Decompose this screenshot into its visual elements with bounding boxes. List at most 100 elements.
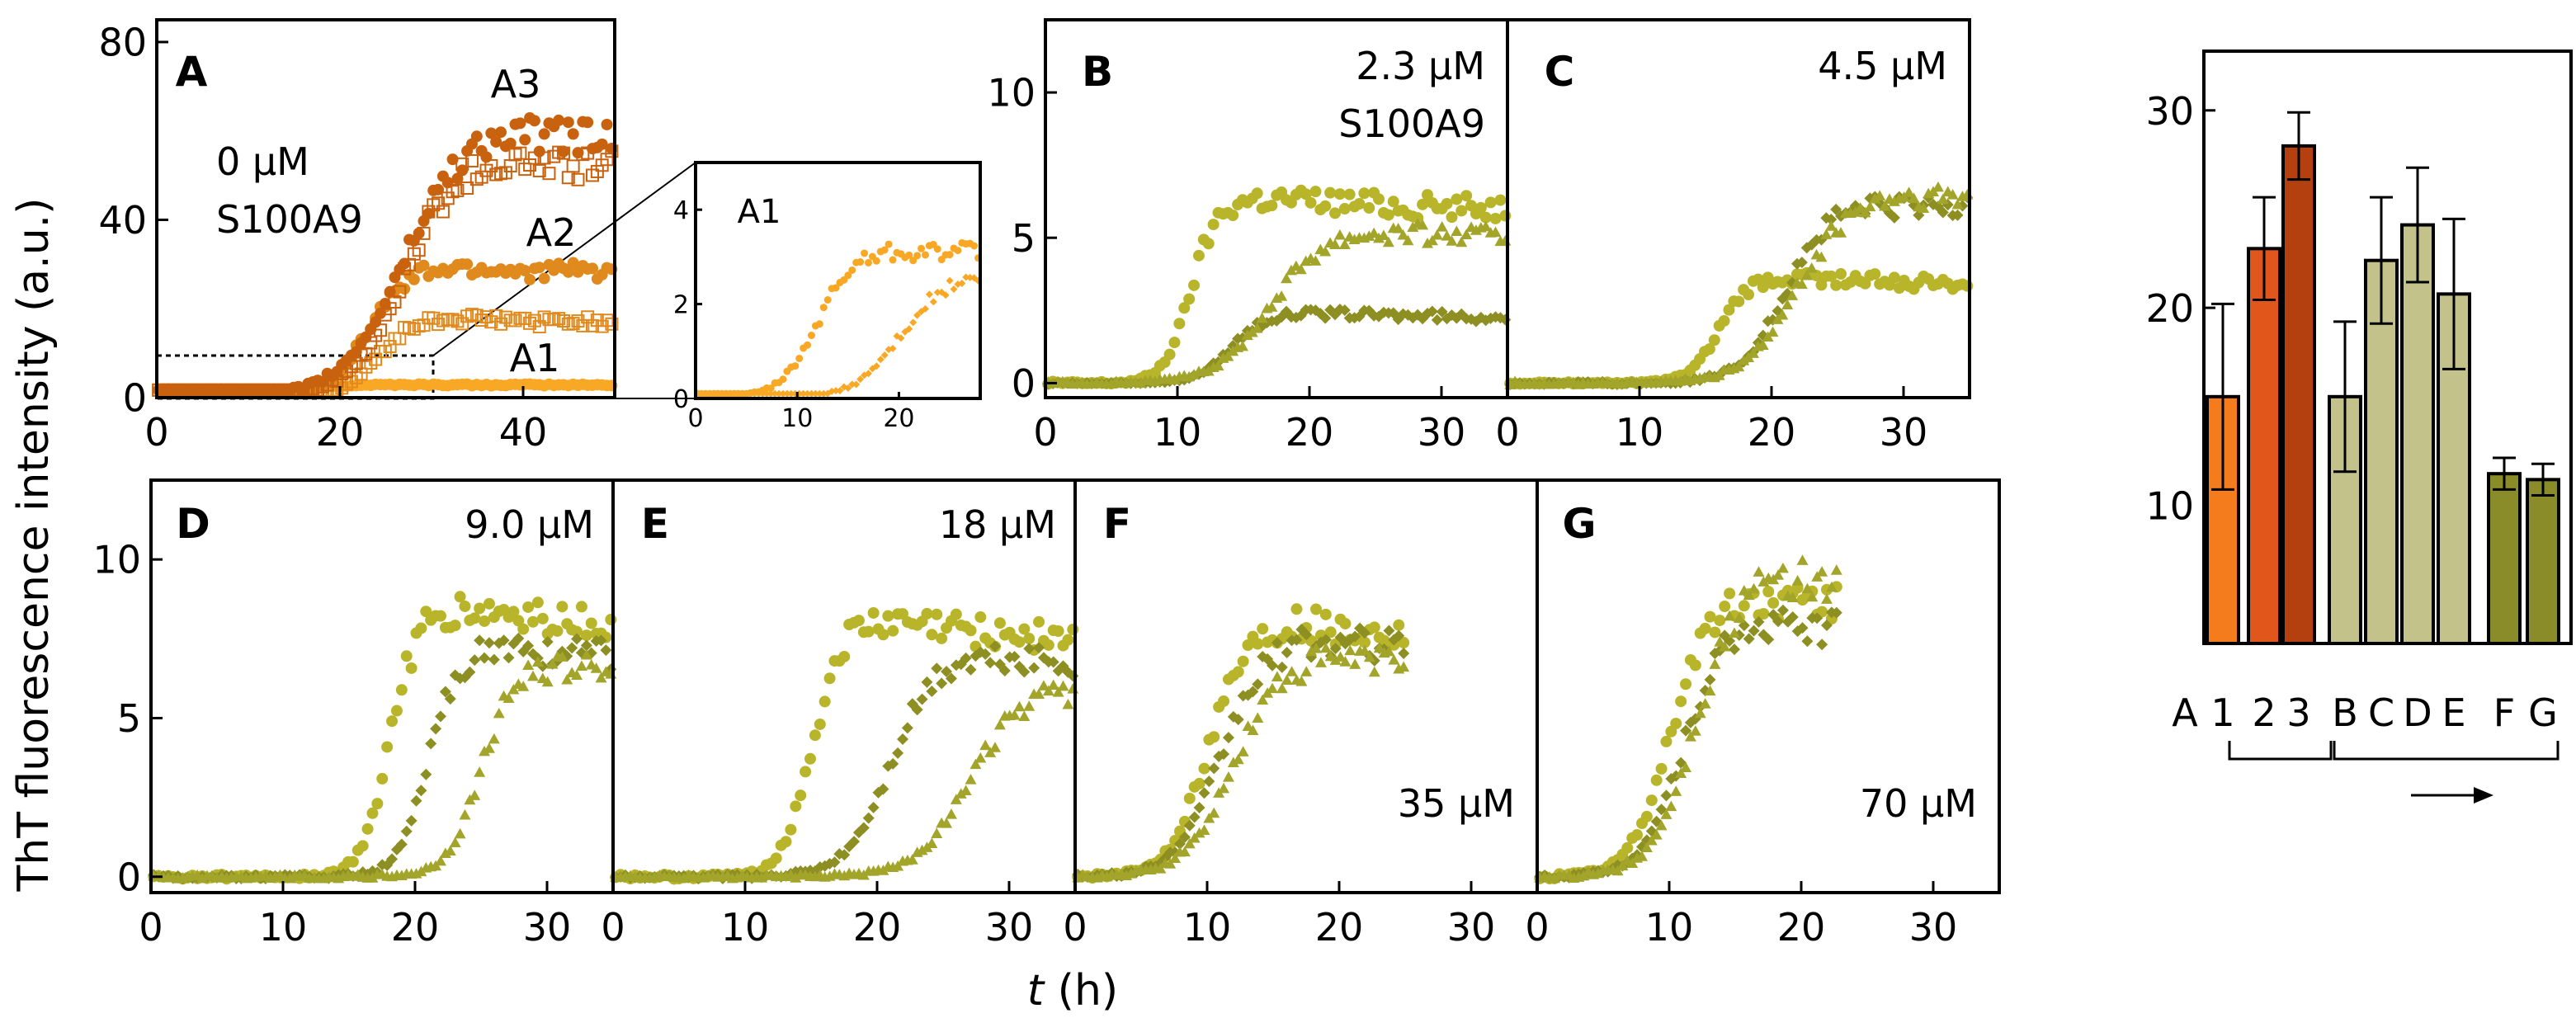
data-point-A3 <box>553 114 565 126</box>
data-point-A1 <box>880 246 889 254</box>
data-point-A1 <box>832 387 840 395</box>
data-point-A1 <box>950 285 958 294</box>
x-tick-label: 30 <box>1447 905 1496 950</box>
data-point-B1 <box>1494 194 1507 206</box>
data-point-C3 <box>1874 190 1886 201</box>
data-point-C1 <box>1743 289 1755 301</box>
x-tick-label: 30 <box>1909 905 1958 950</box>
data-point-E3 <box>974 752 987 763</box>
data-point-A3 <box>601 118 613 130</box>
data-point-A1 <box>697 389 705 398</box>
data-point-B3 <box>1363 230 1375 241</box>
data-point-A3 <box>474 170 488 184</box>
data-point-F3 <box>1178 846 1191 857</box>
panel-G-frame <box>1536 478 2001 894</box>
data-point-E2 <box>1033 642 1045 654</box>
data-point-E1 <box>1062 634 1074 646</box>
data-point-A3 <box>519 134 531 146</box>
data-point-C1 <box>1888 271 1900 284</box>
data-point-C3 <box>1879 200 1891 211</box>
data-point-F2 <box>1358 627 1371 639</box>
data-point-C3 <box>1805 262 1818 273</box>
panel-C-concentration: 4.5 μM <box>1818 44 1947 88</box>
data-point-A3 <box>532 163 546 177</box>
data-point-B3 <box>1276 290 1288 301</box>
data-point-A2 <box>532 320 546 334</box>
data-point-A2 <box>519 265 531 277</box>
data-point-A3 <box>479 163 493 177</box>
data-point-A1 <box>787 389 795 398</box>
data-point-F2 <box>1398 647 1410 659</box>
data-point-D2 <box>444 693 456 705</box>
data-point-F3 <box>1276 682 1288 694</box>
data-point-B2 <box>1338 304 1351 316</box>
panel-A-concentration: 0 μM <box>216 139 309 184</box>
data-point-A1 <box>758 389 767 398</box>
data-point-A1 <box>885 240 893 248</box>
data-point-A2 <box>508 313 522 328</box>
bar <box>2487 472 2522 645</box>
data-point-G2 <box>1767 609 1780 621</box>
data-point-F1 <box>1218 695 1230 707</box>
category-label: 3 <box>2286 690 2310 735</box>
data-point-E2 <box>965 663 977 676</box>
data-point-A2 <box>461 258 474 271</box>
data-point-A1 <box>819 389 828 398</box>
x-tick-label: 20 <box>391 905 440 950</box>
data-point-B1 <box>1499 210 1512 222</box>
panel-A1inset-frame <box>694 161 982 400</box>
data-point-D3 <box>284 872 296 884</box>
data-point-C3 <box>1757 339 1769 351</box>
data-point-D1 <box>536 612 549 624</box>
data-point-C3 <box>1781 299 1794 309</box>
data-point-A1 <box>722 389 730 398</box>
panel-B-concentration: 2.3 μM <box>1356 44 1485 88</box>
data-point-A1 <box>909 318 918 327</box>
data-point-A1 <box>848 380 856 389</box>
data-point-F2 <box>1349 630 1361 643</box>
data-point-C3 <box>1908 192 1920 203</box>
data-point-E1 <box>974 611 987 624</box>
data-point-D2 <box>405 814 418 827</box>
data-point-F3 <box>1398 661 1410 672</box>
data-point-E3 <box>988 742 1001 752</box>
data-point-C3 <box>1918 202 1930 214</box>
data-point-C2 <box>1937 206 1949 219</box>
data-point-A3 <box>485 127 498 139</box>
data-point-A2 <box>556 313 570 328</box>
data-point-G1 <box>1689 659 1701 672</box>
data-point-E1 <box>800 766 812 778</box>
data-point-B3 <box>1446 235 1458 246</box>
data-point-A3 <box>412 243 426 257</box>
data-point-A3 <box>432 183 445 196</box>
data-point-E1 <box>931 608 943 620</box>
data-point-B1 <box>1251 187 1263 200</box>
data-point-A1 <box>701 389 710 398</box>
data-point-A3 <box>504 137 517 149</box>
data-point-E3 <box>1057 680 1069 691</box>
data-point-F2 <box>1383 624 1395 637</box>
data-point-D2 <box>434 710 446 723</box>
x-tick-label: 10 <box>1645 905 1694 950</box>
data-point-A2 <box>567 257 579 269</box>
data-point-E3 <box>965 774 977 785</box>
data-point-B1 <box>1183 293 1196 305</box>
data-point-B3 <box>1417 219 1429 230</box>
data-point-D1 <box>571 625 583 638</box>
data-point-F3 <box>1310 642 1323 653</box>
x-tick-label: 0 <box>1525 905 1549 950</box>
data-point-G3 <box>1694 707 1706 719</box>
data-point-C3 <box>1738 355 1750 365</box>
category-label: 1 <box>2210 690 2234 735</box>
data-point-D1 <box>575 601 587 613</box>
data-point-D1 <box>474 602 486 615</box>
y-tick-label: 30 <box>2145 89 2194 134</box>
data-point-E2 <box>1018 666 1031 678</box>
data-point-A2 <box>576 318 590 332</box>
x-tick-label: 10 <box>1154 410 1202 455</box>
data-point-G2 <box>1830 606 1842 619</box>
data-point-D1 <box>556 601 569 613</box>
data-point-G3 <box>1830 564 1842 575</box>
category-label: G <box>2528 690 2558 735</box>
data-point-A3 <box>508 148 522 162</box>
